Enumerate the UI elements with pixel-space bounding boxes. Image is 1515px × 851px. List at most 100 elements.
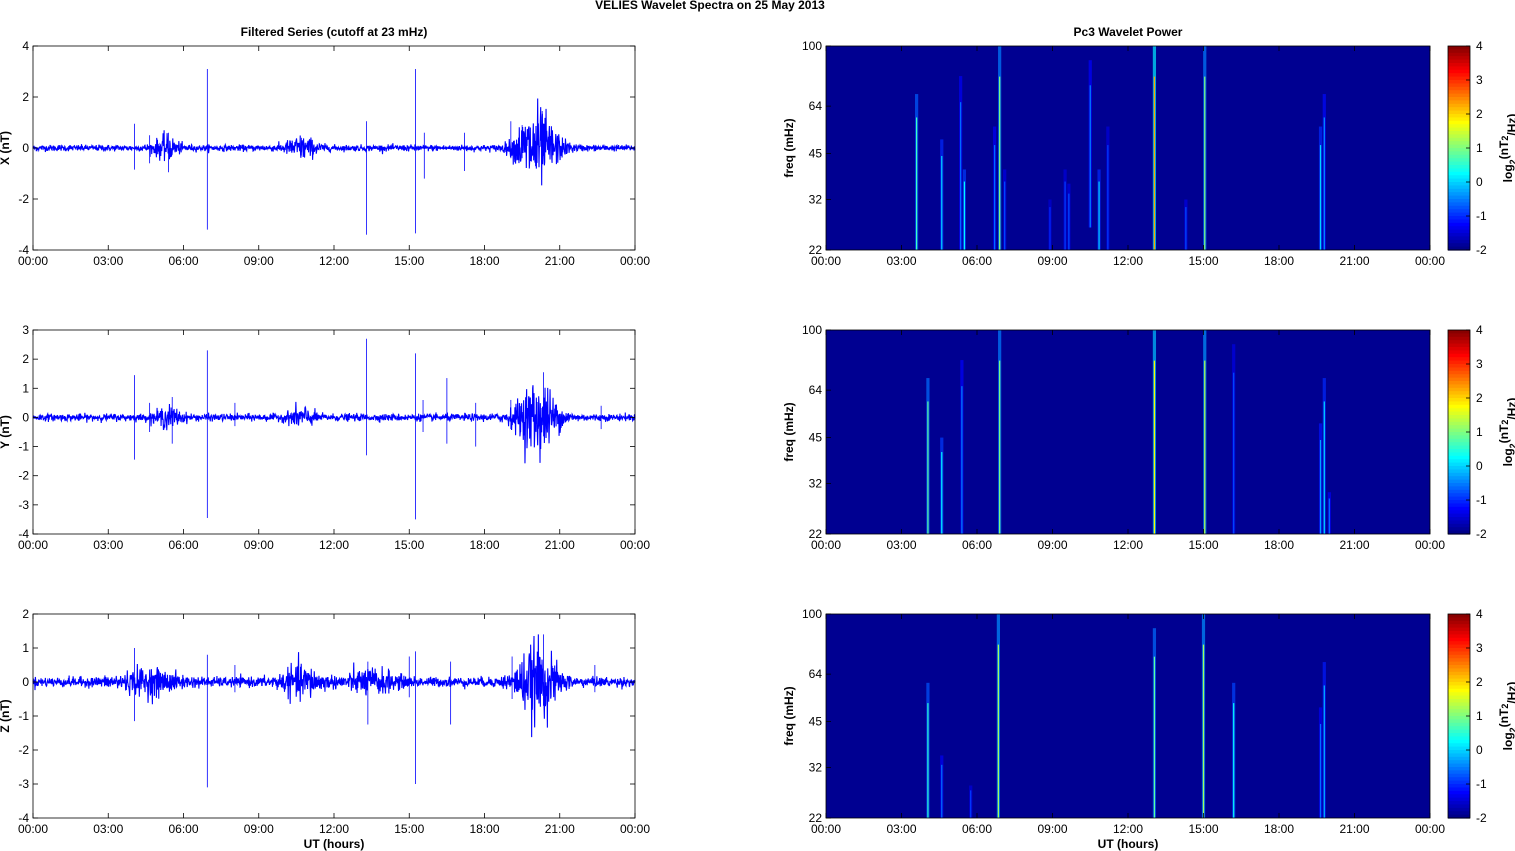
- colorbar-segment: [1448, 171, 1470, 176]
- colorbar-segment: [1448, 763, 1470, 768]
- plot-frame: [32, 329, 636, 535]
- colorbar-tick-label: 1: [1476, 709, 1483, 723]
- colorbar-segment: [1448, 641, 1470, 646]
- y-tick-label: -2: [18, 743, 29, 757]
- x-tick-label: 18:00: [469, 254, 499, 268]
- x-tick-label: 03:00: [93, 254, 123, 268]
- colorbar-tick-label: 3: [1476, 73, 1483, 87]
- colorbar-segment: [1448, 219, 1470, 224]
- colorbar-segment: [1448, 100, 1470, 105]
- colorbar-segment: [1448, 513, 1470, 518]
- colorbar-segment: [1448, 127, 1470, 132]
- x-tick-label: 00:00: [620, 254, 650, 268]
- colorbar-tick-label: -2: [1476, 527, 1487, 541]
- x-tick-label: 06:00: [962, 254, 992, 268]
- colorbar-segment: [1448, 729, 1470, 734]
- colorbar-tick-label: 0: [1476, 459, 1483, 473]
- colorbar-segment: [1448, 527, 1470, 532]
- colorbar-segment: [1448, 236, 1470, 241]
- colorbar-segment: [1448, 756, 1470, 761]
- heatmap-cell: [1107, 145, 1109, 250]
- colorbar-segment: [1448, 239, 1470, 244]
- heatmap-cell: [1202, 644, 1205, 818]
- colorbar-segment: [1448, 333, 1470, 338]
- x-tick-label: 12:00: [1113, 254, 1143, 268]
- colorbar-segment: [1448, 418, 1470, 423]
- colorbar-segment: [1448, 381, 1470, 385]
- y-tick-label: -2: [18, 469, 29, 483]
- colorbar-segment: [1448, 705, 1470, 710]
- heatmap-cell: [999, 360, 1001, 534]
- colorbar-tick-label: -1: [1476, 493, 1487, 507]
- colorbar-segment: [1448, 52, 1470, 57]
- colorbar-segment: [1448, 175, 1470, 180]
- y-tick-label: 2: [22, 607, 29, 621]
- colorbar-segment: [1448, 401, 1470, 406]
- colorbar-segment: [1448, 489, 1470, 494]
- colorbar-segment: [1448, 445, 1470, 450]
- colorbar-segment: [1448, 185, 1470, 190]
- x-tick-label: 00:00: [620, 822, 650, 836]
- colorbar-segment: [1448, 716, 1470, 720]
- colorbar-segment: [1448, 59, 1470, 64]
- colorbar-segment: [1448, 124, 1470, 129]
- x-tick-label: 12:00: [319, 538, 349, 552]
- colorbar-segment: [1448, 195, 1470, 200]
- colorbar-segment: [1448, 750, 1470, 754]
- heatmap-cell: [1153, 360, 1156, 534]
- colorbar-segment: [1448, 226, 1470, 231]
- colorbar-tick-label: 1: [1476, 425, 1483, 439]
- colorbar-tick-label: 4: [1476, 323, 1483, 337]
- colorbar-segment: [1448, 682, 1470, 686]
- y-tick-label: 32: [809, 193, 823, 207]
- y-tick-label: -1: [18, 709, 29, 723]
- colorbar-segment: [1448, 760, 1470, 765]
- colorbar-segment: [1448, 103, 1470, 108]
- colorbar-segment: [1448, 343, 1470, 348]
- colorbar-segment: [1448, 229, 1470, 234]
- plot-frame: [825, 329, 1431, 535]
- heatmap-cell: [927, 703, 929, 818]
- colorbar-segment: [1448, 330, 1470, 334]
- y-tick-label: 100: [802, 607, 822, 621]
- colorbar-segment: [1448, 93, 1470, 98]
- colorbar-segment: [1448, 743, 1470, 748]
- colorbar-segment: [1448, 787, 1470, 792]
- y-tick-label: 22: [809, 527, 823, 541]
- colorbar-segment: [1448, 517, 1470, 521]
- heatmap-cell: [1204, 76, 1206, 250]
- heatmap-cell: [1153, 656, 1156, 818]
- colorbar-segment: [1448, 148, 1470, 152]
- colorbar-segment: [1448, 364, 1470, 368]
- colorbar-segment: [1448, 685, 1470, 690]
- x-tick-label: 15:00: [1188, 254, 1218, 268]
- colorbar-segment: [1448, 617, 1470, 622]
- colorbar-segment: [1448, 469, 1470, 474]
- colorbar-segment: [1448, 178, 1470, 183]
- colorbar-segment: [1448, 216, 1470, 220]
- y-tick-label: -1: [18, 440, 29, 454]
- colorbar-segment: [1448, 340, 1470, 345]
- colorbar-segment: [1448, 753, 1470, 758]
- colorbar-segment: [1448, 168, 1470, 173]
- line-chart-2: 00:00 03:00 06:00 09:00 12:00 15:00 18:00 21:00…: [0, 607, 650, 851]
- x-tick-label: 09:00: [1037, 822, 1067, 836]
- x-tick-label: 15:00: [394, 254, 424, 268]
- colorbar-segment: [1448, 387, 1470, 392]
- y-tick-label: 45: [809, 431, 823, 445]
- colorbar-segment: [1448, 120, 1470, 125]
- y-tick-label: 0: [22, 410, 29, 424]
- line-chart-0: 00:00 03:00 06:00 09:00 12:00 15:00 18:00 21:00…: [0, 25, 650, 268]
- x-tick-label: 21:00: [1339, 254, 1369, 268]
- colorbar-segment: [1448, 695, 1470, 700]
- plot-frame: [825, 45, 1431, 251]
- colorbar-segment: [1448, 165, 1470, 169]
- colorbar-segment: [1448, 770, 1470, 775]
- colorbar-segment: [1448, 746, 1470, 751]
- colorbar-segment: [1448, 212, 1470, 217]
- colorbar-segment: [1448, 415, 1470, 419]
- x-tick-label: 18:00: [469, 538, 499, 552]
- colorbar-label: log2(nT2/Hz): [1497, 114, 1515, 183]
- x-tick-label: 03:00: [886, 822, 916, 836]
- heatmap-cell: [1319, 145, 1322, 250]
